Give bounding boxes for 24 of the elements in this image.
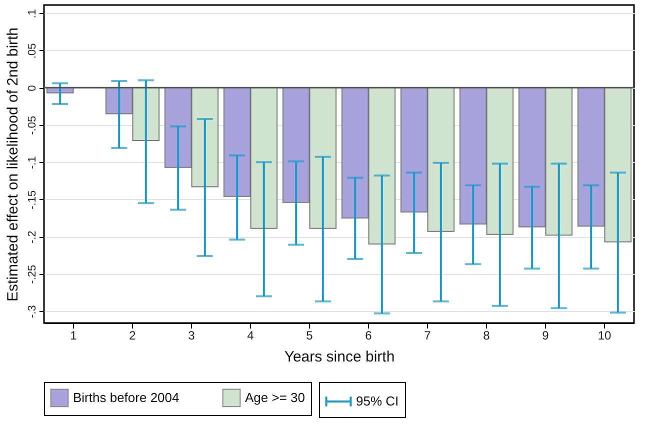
- y-tick-label: .1: [26, 9, 38, 18]
- y-tick-label: 0: [26, 85, 38, 92]
- x-tick-label: 3: [188, 328, 196, 342]
- y-tick-label: -.15: [26, 190, 38, 210]
- y-tick-label: -.25: [26, 264, 38, 284]
- x-axis-title: Years since birth: [284, 348, 395, 366]
- y-tick-label: -.3: [26, 305, 38, 318]
- text: 95% CI: [356, 394, 399, 408]
- x-tick-label: 1: [70, 328, 78, 342]
- y-axis-title: Estimated effect on likelihood of 2nd birth: [4, 27, 22, 302]
- legend-label: Births before 2004: [73, 390, 180, 405]
- y-tick-label: -.1: [26, 156, 38, 170]
- y-tick-label: -.05: [26, 116, 38, 135]
- x-tick-label: 7: [424, 328, 432, 342]
- x-tick-label: 4: [247, 328, 254, 342]
- x-tick-label: 9: [542, 328, 550, 342]
- y-tick-label: .05: [26, 43, 38, 59]
- x-tick-label: 6: [365, 328, 372, 342]
- x-tick-label: 8: [483, 328, 490, 342]
- legend-label: Age >= 30: [245, 390, 305, 405]
- x-tick-label: 5: [306, 328, 314, 342]
- y-tick-label: -.2: [26, 230, 38, 244]
- x-tick-label: 2: [129, 328, 136, 342]
- x-tick-label: 10: [598, 328, 612, 342]
